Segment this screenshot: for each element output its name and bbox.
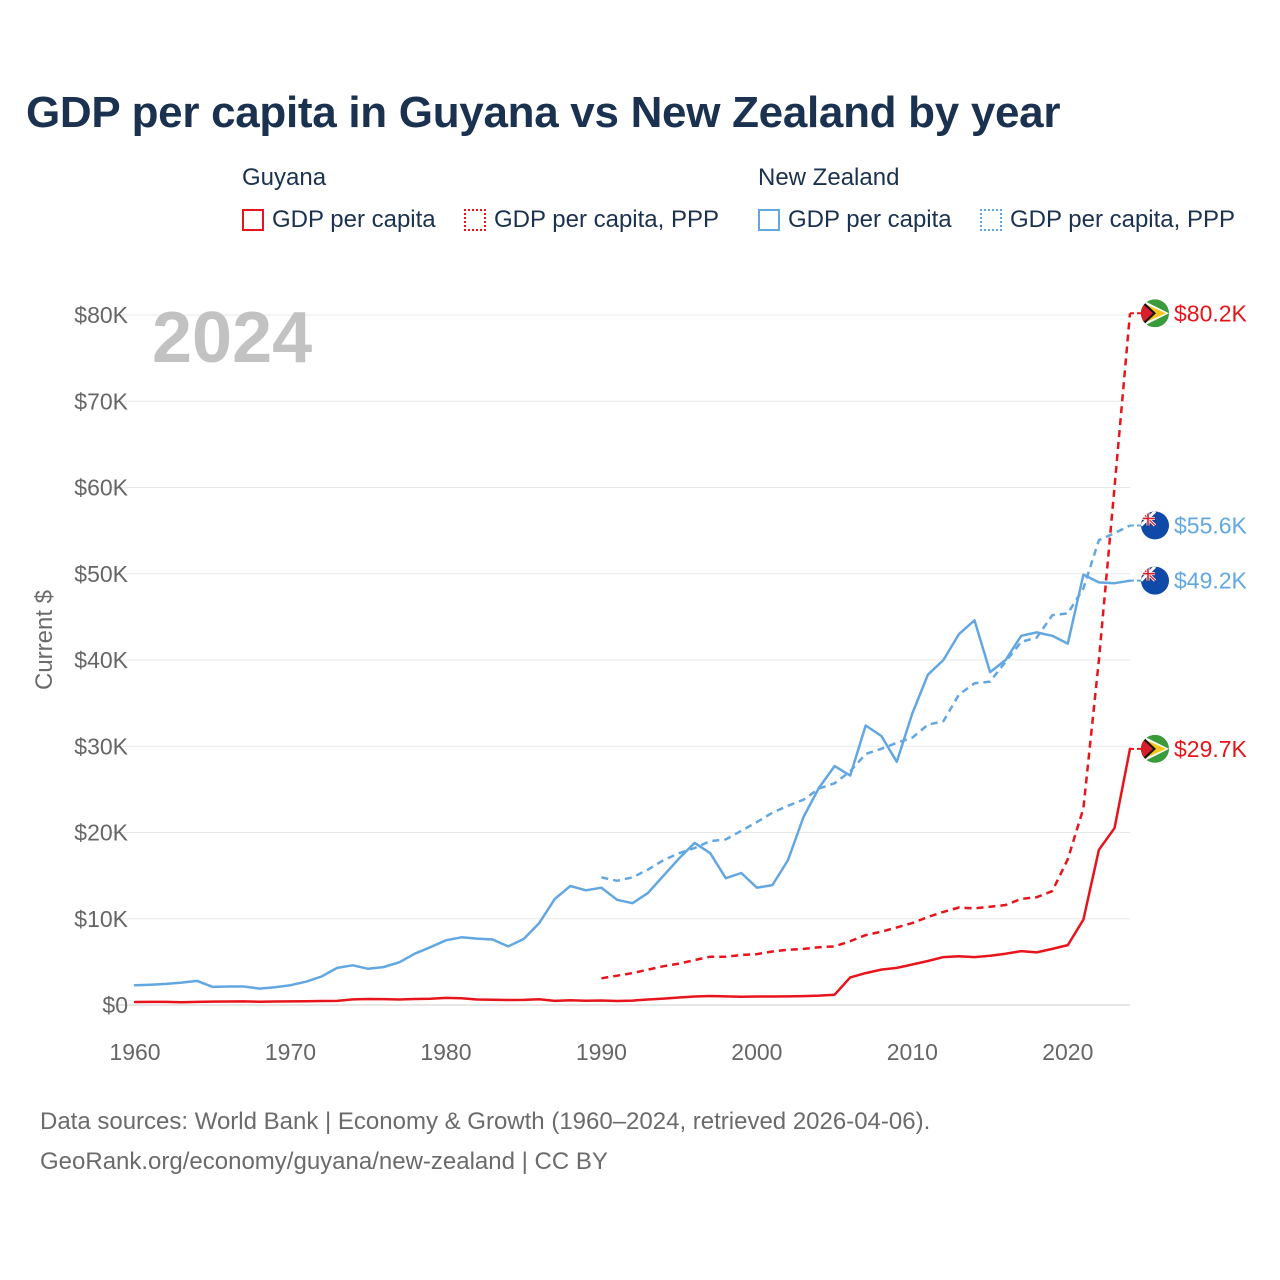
y-tick-label: $30K	[74, 733, 128, 759]
x-tick-label: 1990	[576, 1039, 627, 1065]
legend-label: GDP per capita	[272, 206, 436, 233]
end-value-label: $55.6K	[1174, 512, 1248, 538]
legend-label: GDP per capita	[788, 206, 952, 233]
end-value-label: $29.7K	[1174, 736, 1248, 762]
series-line-new-zealand-gdp-per-capita[interactable]	[133, 573, 1132, 990]
new-zealand-flag-icon	[1141, 511, 1169, 539]
footer-attribution: GeoRank.org/economy/guyana/new-zealand |…	[40, 1148, 608, 1175]
y-tick-label: $40K	[74, 647, 128, 673]
legend-item-nz-gdp-ppp[interactable]: GDP per capita, PPP	[980, 206, 1235, 234]
guyana-flag-icon	[1141, 299, 1169, 327]
x-tick-label: 2010	[887, 1039, 938, 1065]
legend-swatch-solid-blue	[758, 209, 780, 231]
legend-swatch-dotted-red	[464, 209, 486, 231]
series-line-guyana-gdp-per-capita-ppp[interactable]	[601, 313, 1132, 980]
guyana-flag-icon	[1141, 735, 1169, 763]
y-tick-label: $50K	[74, 561, 128, 587]
legend-label: GDP per capita, PPP	[494, 206, 719, 233]
x-tick-label: 2000	[731, 1039, 782, 1065]
series-line-new-zealand-gdp-per-capita-ppp[interactable]	[601, 524, 1131, 883]
x-tick-label: 1960	[109, 1039, 160, 1065]
y-tick-label: $0	[102, 992, 128, 1018]
year-watermark: 2024	[152, 298, 312, 378]
series-line-guyana-gdp-per-capita[interactable]	[133, 747, 1132, 1004]
new-zealand-flag-icon	[1141, 567, 1169, 595]
footer-sources: Data sources: World Bank | Economy & Gro…	[40, 1108, 931, 1135]
legend-item-guyana-gdp-ppp[interactable]: GDP per capita, PPP	[464, 206, 719, 234]
chart-title: GDP per capita in Guyana vs New Zealand …	[26, 88, 1061, 137]
x-tick-label: 2020	[1042, 1039, 1093, 1065]
x-tick-label: 1970	[265, 1039, 316, 1065]
x-tick-label: 1980	[420, 1039, 471, 1065]
y-tick-label: $60K	[74, 475, 128, 501]
legend-swatch-solid-red	[242, 209, 264, 231]
y-axis-label: Current $	[31, 590, 58, 690]
y-tick-label: $20K	[74, 820, 128, 846]
end-value-label: $49.2K	[1174, 568, 1248, 594]
legend-group-new-zealand: New Zealand	[758, 164, 900, 191]
legend-group-guyana: Guyana	[242, 164, 327, 191]
end-value-label: $80.2K	[1174, 300, 1248, 326]
y-tick-label: $70K	[74, 388, 128, 414]
y-tick-label: $80K	[74, 302, 128, 328]
legend-swatch-dotted-blue	[980, 209, 1002, 231]
legend-item-nz-gdp[interactable]: GDP per capita	[758, 206, 952, 234]
legend-item-guyana-gdp[interactable]: GDP per capita	[242, 206, 436, 234]
legend-label: GDP per capita, PPP	[1010, 206, 1235, 233]
y-tick-label: $10K	[74, 906, 128, 932]
